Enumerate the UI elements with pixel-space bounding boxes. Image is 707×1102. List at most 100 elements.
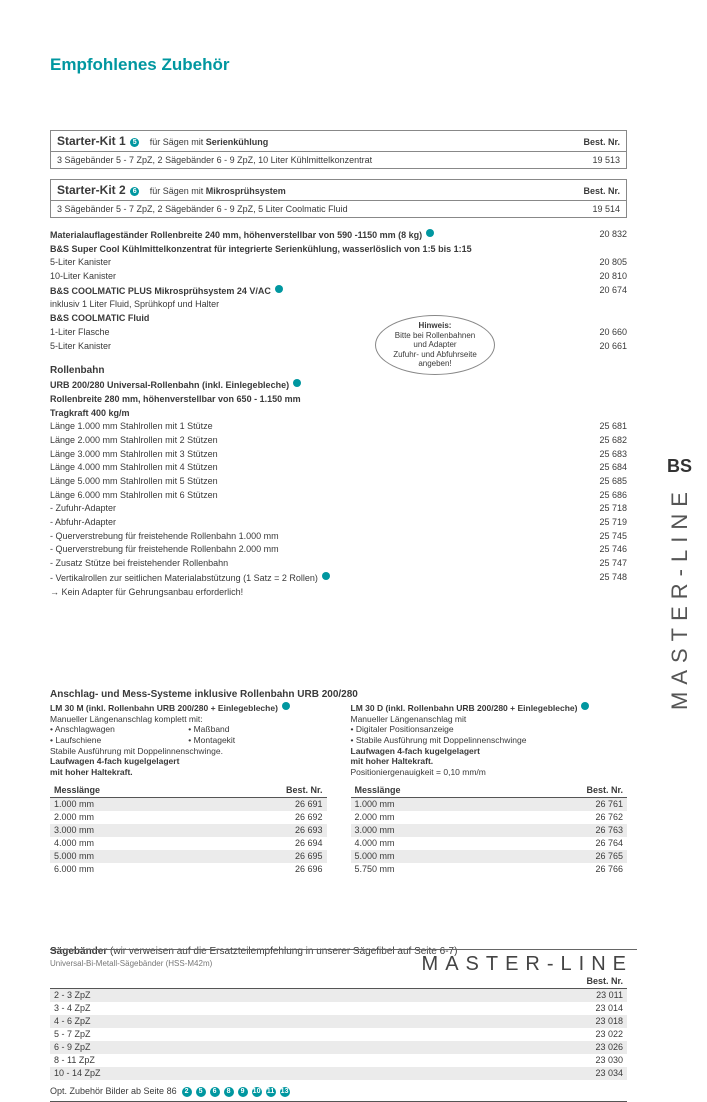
cell-len: 3.000 mm [351, 824, 503, 837]
cell-nr: 23 030 [368, 1054, 627, 1067]
roll-label: - Querverstrebung für freistehende Rolle… [50, 531, 599, 543]
brand-logo: BS [667, 456, 692, 477]
roll-label: - Abfuhr-Adapter [50, 517, 599, 529]
cell-nr: 23 026 [368, 1041, 627, 1054]
cell-nr: 26 766 [502, 863, 627, 876]
roll-row: Länge 1.000 mm Stahlrollen mit 1 Stütze2… [50, 420, 627, 434]
opt-badge-icon: 6 [210, 1087, 220, 1097]
kit-body: 3 Sägebänder 5 - 7 ZpZ, 2 Sägebänder 6 -… [57, 155, 372, 165]
opt-badge-icon: 10 [252, 1087, 262, 1097]
badge-icon [581, 702, 589, 710]
item-nr: 20 661 [599, 341, 627, 353]
roll-nr: 25 682 [599, 435, 627, 447]
hint-ellipse: Hinweis: Bitte bei Rollenbahnen und Adap… [375, 315, 495, 375]
roll-label: Länge 4.000 mm Stahlrollen mit 4 Stützen [50, 462, 599, 474]
anschlag-section: Anschlag- und Mess-Systeme inklusive Rol… [50, 689, 627, 875]
bullet: • Anschlagwagen [50, 724, 188, 735]
rollenbahn-load: Tragkraft 400 kg/m [50, 408, 627, 420]
cell-nr: 26 691 [202, 797, 327, 811]
item-row: 1-Liter Flasche20 660 [50, 326, 627, 340]
opt-badge-icon: 13 [280, 1087, 290, 1097]
anschlag-line: Laufwagen 4-fach kugelgelagert [50, 756, 179, 766]
item-nr: 20 805 [599, 257, 627, 269]
kit-title: Starter-Kit 2 [57, 183, 126, 197]
opt-badge-icon: 8 [224, 1087, 234, 1097]
cell-len: 6.000 mm [50, 863, 202, 876]
item-row: B&S COOLMATIC PLUS Mikrosprühsystem 24 V… [50, 284, 627, 299]
table-row: 4.000 mm26 764 [351, 837, 628, 850]
badge-icon [426, 229, 434, 237]
cell-len: 10 - 14 ZpZ [50, 1067, 368, 1080]
table-row: 3.000 mm26 693 [50, 824, 327, 837]
roll-row: - Zusatz Stütze bei freistehender Rollen… [50, 557, 627, 571]
anschlag-left-head: LM 30 M (inkl. Rollenbahn URB 200/280 + … [50, 703, 278, 713]
item-label: 1-Liter Flasche [50, 327, 599, 339]
item-row: Materialauflageständer Rollenbreite 240 … [50, 228, 627, 243]
table-row: 5.750 mm26 766 [351, 863, 628, 876]
item-label: B&S Super Cool Kühlmittelkonzentrat für … [50, 244, 627, 256]
roll-row: - Vertikalrollen zur seitlichen Material… [50, 571, 627, 586]
kit-nr: 19 513 [592, 155, 620, 165]
item-row: B&S Super Cool Kühlmittelkonzentrat für … [50, 243, 627, 257]
hint-line: Bitte bei Rollenbahnen [380, 331, 490, 341]
roll-row: - Abfuhr-Adapter25 719 [50, 516, 627, 530]
table-row: 6.000 mm26 696 [50, 863, 327, 876]
item-row: 5-Liter Kanister20 661 [50, 340, 627, 354]
roll-label: - Querverstrebung für freistehende Rolle… [50, 544, 599, 556]
cell-nr: 26 696 [202, 863, 327, 876]
roll-nr: 25 681 [599, 421, 627, 433]
cell-len: 5.000 mm [50, 850, 202, 863]
item-row: B&S COOLMATIC Fluid [50, 312, 627, 326]
table-row: 3.000 mm26 763 [351, 824, 628, 837]
table-row: 4.000 mm26 694 [50, 837, 327, 850]
roll-label: Länge 6.000 mm Stahlrollen mit 6 Stützen [50, 490, 599, 502]
hint-title: Hinweis: [380, 321, 490, 331]
cell-len: 2.000 mm [50, 811, 202, 824]
cell-len: 5.750 mm [351, 863, 503, 876]
item-row: 5-Liter Kanister20 805 [50, 256, 627, 270]
table-row: 5 - 7 ZpZ23 022 [50, 1028, 627, 1041]
roll-nr: 25 747 [599, 558, 627, 570]
anschlag-line: Manueller Längenanschlag mit [351, 714, 628, 725]
table-row: 10 - 14 ZpZ23 034 [50, 1067, 627, 1080]
cell-len: 1.000 mm [351, 797, 503, 811]
cell-nr: 26 695 [202, 850, 327, 863]
roll-nr: 25 748 [599, 572, 627, 585]
cell-len: 5.000 mm [351, 850, 503, 863]
roll-row: - Querverstrebung für freistehende Rolle… [50, 543, 627, 557]
roll-row: → Kein Adapter für Gehrungsanbau erforde… [50, 586, 627, 600]
item-row: inklusiv 1 Liter Fluid, Sprühkopf und Ha… [50, 298, 627, 312]
cell-nr: 26 764 [502, 837, 627, 850]
roll-row: Länge 5.000 mm Stahlrollen mit 5 Stützen… [50, 475, 627, 489]
th-messlaenge: Messlänge [351, 783, 503, 798]
roll-label: - Vertikalrollen zur seitlichen Material… [50, 572, 599, 585]
roll-label: - Zusatz Stütze bei freistehender Rollen… [50, 558, 599, 570]
cell-len: 4 - 6 ZpZ [50, 1015, 368, 1028]
item-row: 10-Liter Kanister20 810 [50, 270, 627, 284]
page-title: Empfohlenes Zubehör [50, 55, 627, 75]
anschlag-right-table: MesslängeBest. Nr. 1.000 mm26 7612.000 m… [351, 783, 628, 876]
divider [50, 1101, 627, 1102]
rollenbahn-spec: Rollenbreite 280 mm, höhenverstellbar vo… [50, 394, 627, 406]
kit-badge-icon: 5 [130, 138, 139, 147]
side-label: MASTER-LINE BS [667, 270, 693, 710]
cell-len: 5 - 7 ZpZ [50, 1028, 368, 1041]
bullet: • Laufschiene [50, 735, 188, 746]
table-row: 2.000 mm26 692 [50, 811, 327, 824]
rollenbahn-head: URB 200/280 Universal-Rollenbahn (inkl. … [50, 380, 289, 390]
table-row: 4 - 6 ZpZ23 018 [50, 1015, 627, 1028]
item-nr: 20 674 [599, 285, 627, 298]
table-row: 6 - 9 ZpZ23 026 [50, 1041, 627, 1054]
anschlag-line: Positioniergenauigkeit = 0,10 mm/m [351, 767, 628, 778]
opt-badge-icon: 5 [196, 1087, 206, 1097]
item-nr: 20 810 [599, 271, 627, 283]
th-messlaenge: Messlänge [50, 783, 202, 798]
cell-nr: 26 761 [502, 797, 627, 811]
saw-table: Best. Nr. 2 - 3 ZpZ23 0113 - 4 ZpZ23 014… [50, 974, 627, 1080]
item-label: 5-Liter Kanister [50, 257, 599, 269]
cell-nr: 23 022 [368, 1028, 627, 1041]
cell-nr: 23 018 [368, 1015, 627, 1028]
table-row: 1.000 mm26 761 [351, 797, 628, 811]
roll-label: Länge 1.000 mm Stahlrollen mit 1 Stütze [50, 421, 599, 433]
kit-subtitle: für Sägen mit Serienkühlung [147, 137, 268, 147]
